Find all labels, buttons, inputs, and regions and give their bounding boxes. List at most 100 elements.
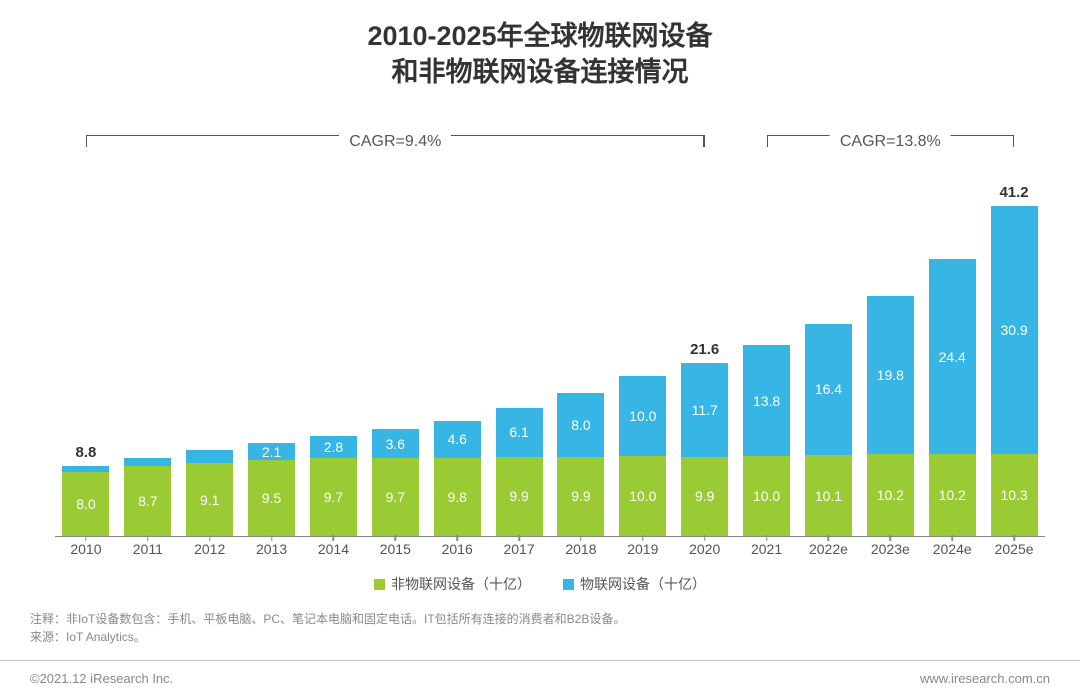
- legend-label: 物联网设备（十亿）: [580, 574, 706, 594]
- stacked-bar: 4.69.8: [434, 421, 481, 536]
- stacked-bar: 10.010.0: [619, 376, 666, 536]
- x-tick-label: 2020: [674, 541, 736, 565]
- x-tick-mark: [951, 535, 953, 541]
- bar-segment-iot: 13.8: [743, 345, 790, 456]
- stacked-bar: 24.410.2: [929, 259, 976, 536]
- x-tick-label: 2017: [488, 541, 550, 565]
- bars-row: 8.88.08.79.12.19.52.89.73.69.74.69.86.19…: [55, 190, 1045, 537]
- x-tick-label: 2011: [117, 541, 179, 565]
- bar-slot: 9.1: [179, 428, 241, 536]
- bar-slot: 21.6 11.79.9: [674, 341, 736, 536]
- bar-segment-non_iot: 8.7: [124, 466, 171, 536]
- x-tick-mark: [580, 535, 582, 541]
- bar-segment-iot: 24.4: [929, 259, 976, 454]
- bar-slot: 8.7: [117, 436, 179, 536]
- bar-segment-non_iot: 9.9: [681, 457, 728, 536]
- bar-segment-iot: [186, 450, 233, 463]
- bar-segment-iot: 30.9: [991, 206, 1038, 454]
- x-tick-label: 2013: [241, 541, 303, 565]
- bar-segment-iot: 16.4: [805, 324, 852, 455]
- x-tick-mark: [209, 535, 211, 541]
- x-tick-label: 2010: [55, 541, 117, 565]
- bar-slot: 8.09.9: [550, 371, 612, 536]
- footer-url: www.iresearch.com.cn: [920, 671, 1050, 686]
- bar-segment-iot: 2.1: [248, 443, 295, 460]
- stacked-bar: 3.69.7: [372, 429, 419, 536]
- x-tick-label: 2014: [303, 541, 365, 565]
- x-tick-mark: [642, 535, 644, 541]
- x-tick-label: 2019: [612, 541, 674, 565]
- bar-total-label: 21.6: [690, 341, 719, 359]
- title-line-1: 2010-2025年全球物联网设备: [0, 18, 1080, 54]
- legend-label: 非物联网设备（十亿）: [391, 574, 531, 594]
- bar-segment-iot: 8.0: [557, 393, 604, 457]
- stacked-bar: 2.89.7: [310, 436, 357, 536]
- stacked-bar: 30.910.3: [991, 206, 1038, 536]
- footnote-2: 来源：IoT Analytics。: [30, 628, 625, 646]
- stacked-bar: 16.410.1: [805, 324, 852, 536]
- x-tick-label: 2023e: [859, 541, 921, 565]
- bar-slot: 2.19.5: [241, 421, 303, 536]
- x-tick-mark: [395, 535, 397, 541]
- x-tick-mark: [1013, 535, 1015, 541]
- bar-segment-non_iot: 10.0: [743, 456, 790, 536]
- cagr-label: CAGR=9.4%: [339, 133, 451, 151]
- footnotes: 注释：非IoT设备数包含：手机、平板电脑、PC、笔记本电脑和固定电话。IT包括所…: [30, 610, 625, 646]
- x-tick-mark: [333, 535, 335, 541]
- bar-slot: 13.810.0: [736, 323, 798, 536]
- x-tick-mark: [147, 535, 149, 541]
- x-tick-mark: [704, 535, 706, 541]
- bar-segment-non_iot: 9.8: [434, 458, 481, 536]
- chart-area: CAGR=9.4%CAGR=13.8% 8.88.08.79.12.19.52.…: [55, 135, 1045, 565]
- bar-segment-non_iot: 9.9: [557, 457, 604, 536]
- stacked-bar: 8.7: [124, 458, 171, 536]
- bar-segment-non_iot: 10.1: [805, 455, 852, 536]
- cagr-label: CAGR=13.8%: [830, 133, 951, 151]
- bar-slot: 24.410.2: [921, 237, 983, 536]
- bar-slot: 16.410.1: [798, 302, 860, 536]
- title-line-2: 和非物联网设备连接情况: [0, 54, 1080, 90]
- x-tick-label: 2021: [736, 541, 798, 565]
- stacked-bar: 11.79.9: [681, 363, 728, 536]
- bar-segment-iot: 2.8: [310, 436, 357, 458]
- bar-slot: 4.69.8: [426, 399, 488, 536]
- stacked-bar: 8.09.9: [557, 393, 604, 536]
- x-tick-mark: [85, 535, 87, 541]
- x-axis: 2010201120122013201420152016201720182019…: [55, 541, 1045, 565]
- bar-slot: 3.69.7: [364, 407, 426, 536]
- bar-segment-non_iot: 9.7: [310, 458, 357, 536]
- bar-total-label: 8.8: [76, 444, 97, 462]
- stacked-bar: 8.0: [62, 466, 109, 536]
- bar-segment-non_iot: 9.5: [248, 460, 295, 536]
- bar-segment-non_iot: 9.1: [186, 463, 233, 536]
- footnote-1: 注释：非IoT设备数包含：手机、平板电脑、PC、笔记本电脑和固定电话。IT包括所…: [30, 610, 625, 628]
- bar-segment-non_iot: 10.3: [991, 454, 1038, 537]
- bar-slot: 8.8 8.0: [55, 444, 117, 536]
- x-tick-label: 2025e: [983, 541, 1045, 565]
- x-tick-mark: [271, 535, 273, 541]
- x-tick-mark: [890, 535, 892, 541]
- bar-segment-non_iot: 10.2: [929, 454, 976, 536]
- stacked-bar: 19.810.2: [867, 296, 914, 536]
- stacked-bar: 6.19.9: [496, 408, 543, 536]
- legend: 非物联网设备（十亿） 物联网设备（十亿）: [0, 574, 1080, 594]
- bar-segment-iot: 11.7: [681, 363, 728, 457]
- bar-slot: 6.19.9: [488, 386, 550, 536]
- x-tick-label: 2012: [179, 541, 241, 565]
- stacked-bar: 13.810.0: [743, 345, 790, 536]
- bar-segment-non_iot: 9.9: [496, 457, 543, 536]
- bar-segment-non_iot: 8.0: [62, 472, 109, 536]
- bar-segment-non_iot: 10.2: [867, 454, 914, 536]
- bar-segment-iot: 10.0: [619, 376, 666, 456]
- legend-swatch: [374, 579, 385, 590]
- x-tick-label: 2015: [364, 541, 426, 565]
- chart-title: 2010-2025年全球物联网设备 和非物联网设备连接情况: [0, 0, 1080, 91]
- footer-copyright: ©2021.12 iResearch Inc.: [30, 671, 173, 686]
- bar-total-label: 41.2: [999, 184, 1028, 202]
- bar-segment-iot: [124, 458, 171, 467]
- cagr-annotations: CAGR=9.4% CAGR=13.8%: [55, 135, 1045, 175]
- x-tick-mark: [456, 535, 458, 541]
- x-tick-label: 2024e: [921, 541, 983, 565]
- x-tick-label: 2022e: [798, 541, 860, 565]
- bar-slot: 10.010.0: [612, 354, 674, 536]
